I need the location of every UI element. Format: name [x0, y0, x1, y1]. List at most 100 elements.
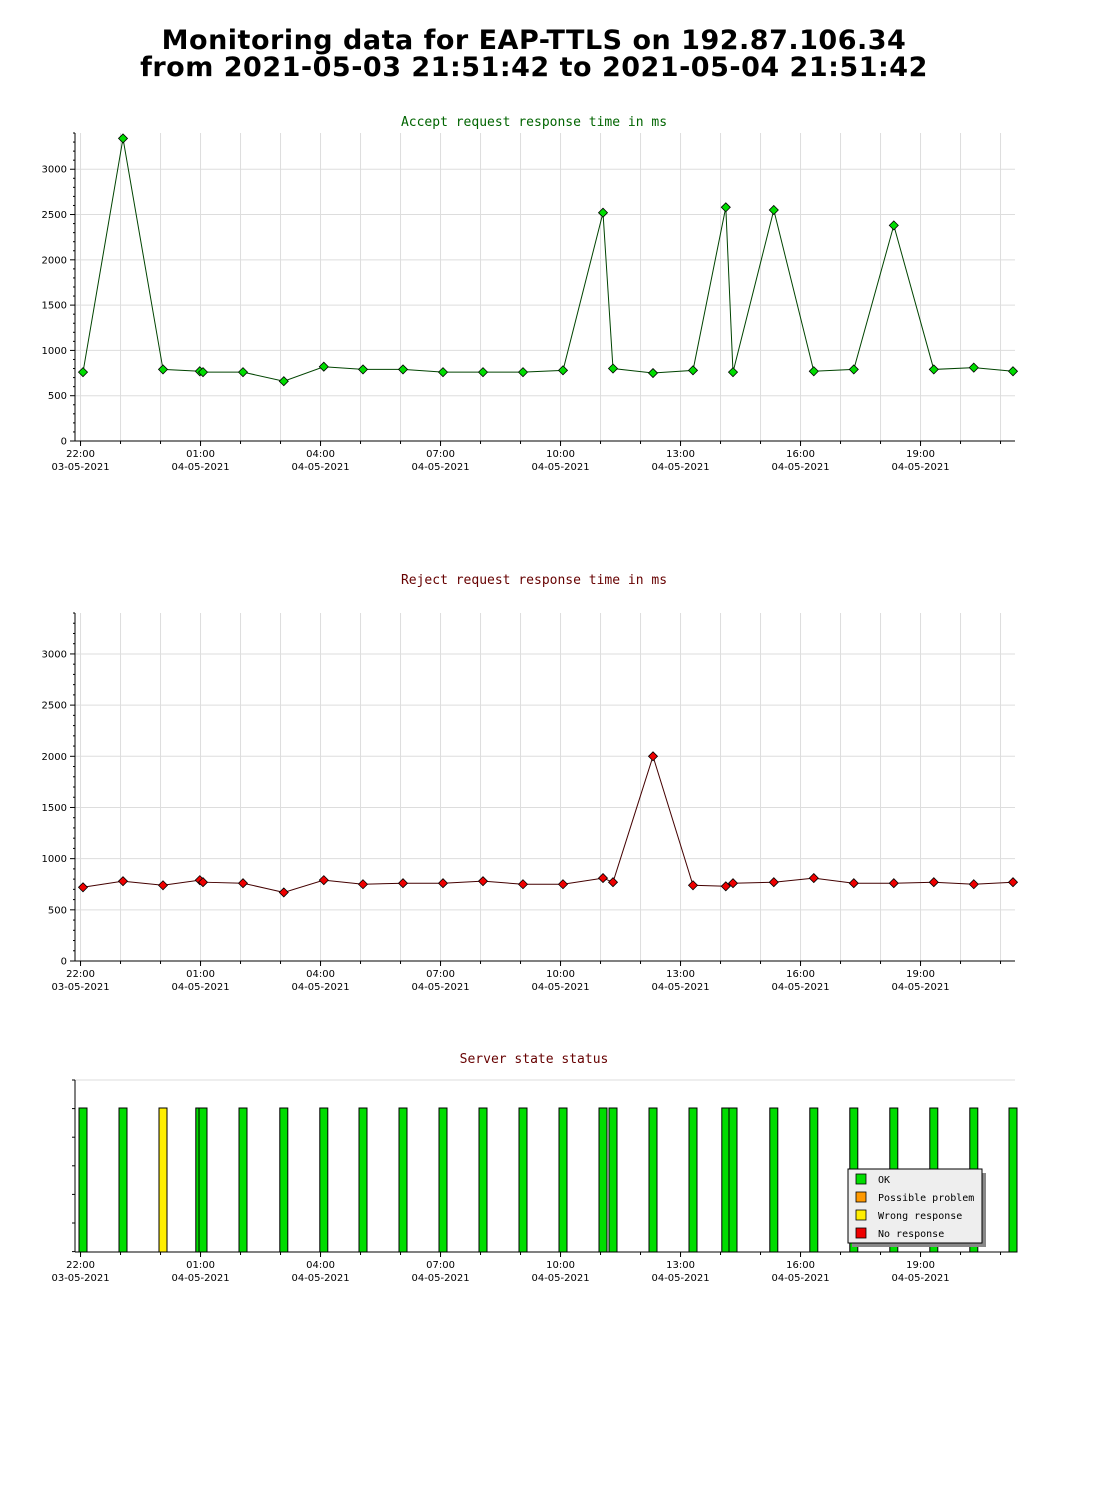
accept-chart-data-point	[517, 367, 529, 378]
reject-chart-x-tick-time: 22:00	[66, 969, 95, 980]
status-chart-x-tick-time: 13:00	[666, 1260, 695, 1271]
reject-chart-x-tick-date: 04-05-2021	[411, 982, 469, 993]
status-legend-swatch-wrong	[855, 1209, 867, 1221]
reject-chart-data-point	[768, 877, 779, 888]
accept-chart-data-point	[597, 207, 609, 218]
status-bar	[198, 1107, 208, 1253]
reject-chart-x-tick-date: 04-05-2021	[771, 982, 829, 993]
status-bar	[478, 1107, 488, 1253]
accept-chart-data-point	[278, 376, 289, 387]
reject-chart-data-point	[117, 876, 129, 887]
status-legend-swatch-ok	[855, 1173, 867, 1185]
reject-chart-series-line	[82, 754, 1014, 893]
reject-chart-x-tick-time: 10:00	[546, 969, 575, 980]
reject-chart-data-point	[928, 877, 939, 888]
accept-chart-x-tick-date: 04-05-2021	[531, 462, 589, 473]
page-title-line-1: Monitoring data for EAP-TTLS on 192.87.1…	[161, 25, 907, 56]
status-bar	[518, 1107, 528, 1253]
accept-chart-data-point	[888, 220, 899, 231]
accept-chart-x-tick-date: 04-05-2021	[771, 462, 829, 473]
accept-chart-data-point	[928, 364, 939, 375]
reject-chart-y-tick-label: 1500	[42, 803, 67, 814]
accept-chart-y-tick-label: 1000	[42, 346, 67, 357]
accept-chart-data-point	[727, 367, 739, 378]
reject-chart-y-tick-label: 0	[61, 957, 67, 968]
accept-chart-data-point	[968, 362, 979, 373]
accept-chart-x-tick-time: 07:00	[426, 449, 455, 460]
status-chart-x-tick-time: 01:00	[186, 1260, 215, 1271]
reject-chart-data-point	[318, 875, 329, 886]
reject-chart-data-point	[237, 878, 249, 889]
accept-chart-data-point	[437, 367, 449, 378]
status-bar	[648, 1107, 658, 1253]
accept-chart-x-tick-time: 04:00	[306, 449, 335, 460]
status-bar	[769, 1107, 779, 1253]
status-legend-label-wrong: Wrong response	[878, 1211, 962, 1222]
status-bar	[78, 1107, 88, 1253]
accept-chart-x-tick-time: 22:00	[66, 449, 95, 460]
accept-chart-x-tick-date: 04-05-2021	[291, 462, 349, 473]
status-bar	[279, 1107, 289, 1253]
status-bar	[238, 1107, 248, 1253]
reject-chart-data-point	[517, 879, 529, 890]
reject-chart-x-tick-time: 04:00	[306, 969, 335, 980]
reject-chart-data-point	[357, 879, 369, 890]
accept-chart-x-tick-time: 10:00	[546, 449, 575, 460]
reject-chart-data-point	[848, 878, 859, 889]
accept-chart-data-point	[357, 364, 369, 375]
status-chart-x-tick-date: 04-05-2021	[891, 1273, 949, 1284]
accept-chart-x-tick-time: 16:00	[786, 449, 815, 460]
reject-chart-data-point	[157, 880, 169, 891]
reject-chart-data-point	[278, 887, 289, 898]
reject-chart-y-tick-label: 500	[48, 905, 67, 916]
reject-chart-x-tick-time: 01:00	[186, 969, 215, 980]
accept-chart-title: Accept request response time in ms	[401, 115, 667, 130]
status-chart-x-tick-date: 04-05-2021	[171, 1273, 229, 1284]
accept-chart-data-point	[318, 361, 329, 372]
status-legend-swatch-problem	[855, 1191, 867, 1203]
reject-chart-y-tick-label: 1000	[42, 854, 67, 865]
reject-chart-data-point	[968, 879, 979, 890]
accept-chart-y-tick-label: 500	[48, 391, 67, 402]
reject-chart-data-point	[1007, 877, 1019, 888]
accept-chart-x-tick-time: 01:00	[186, 449, 215, 460]
accept-chart-y-tick-label: 0	[61, 437, 67, 448]
reject-chart-x-tick-date: 04-05-2021	[651, 982, 709, 993]
reject-chart-x-tick-date: 04-05-2021	[891, 982, 949, 993]
status-bar	[1008, 1107, 1018, 1253]
status-bar	[598, 1107, 608, 1253]
status-bar	[809, 1107, 819, 1253]
status-chart-x-tick-date: 04-05-2021	[771, 1273, 829, 1284]
status-legend-label-ok: OK	[878, 1175, 890, 1186]
reject-chart-data-point	[477, 876, 489, 887]
accept-chart-data-point	[687, 365, 699, 376]
status-chart-x-tick-date: 04-05-2021	[291, 1273, 349, 1284]
reject-chart-data-point	[197, 877, 209, 888]
reject-chart-data-point	[647, 751, 659, 762]
accept-chart-x-tick-date: 03-05-2021	[51, 462, 109, 473]
reject-chart-data-point	[397, 878, 409, 889]
accept-chart-data-point	[607, 363, 619, 374]
reject-chart-title: Reject request response time in ms	[401, 573, 667, 588]
accept-chart-data-point	[397, 364, 409, 375]
reject-chart-x-tick-date: 04-05-2021	[171, 982, 229, 993]
reject-chart-x-tick-time: 19:00	[906, 969, 935, 980]
status-bar	[688, 1107, 698, 1253]
status-legend-box	[847, 1168, 983, 1244]
reject-chart-data-point	[437, 878, 449, 889]
reject-chart-data-point	[557, 879, 569, 890]
accept-chart-x-tick-date: 04-05-2021	[411, 462, 469, 473]
status-bar	[608, 1107, 618, 1253]
reject-chart-data-point	[808, 873, 819, 884]
status-chart-x-tick-date: 04-05-2021	[651, 1273, 709, 1284]
page-title-line-2: from 2021-05-03 21:51:42 to 2021-05-04 2…	[140, 52, 928, 83]
reject-chart-x-tick-date: 03-05-2021	[51, 982, 109, 993]
status-legend-label-none: No response	[878, 1229, 944, 1240]
status-bar	[319, 1107, 329, 1253]
status-chart-x-tick-date: 04-05-2021	[531, 1273, 589, 1284]
accept-chart-data-point	[848, 364, 859, 375]
reject-chart-data-point	[597, 873, 609, 884]
reject-chart-x-tick-time: 13:00	[666, 969, 695, 980]
status-chart-x-tick-time: 19:00	[906, 1260, 935, 1271]
